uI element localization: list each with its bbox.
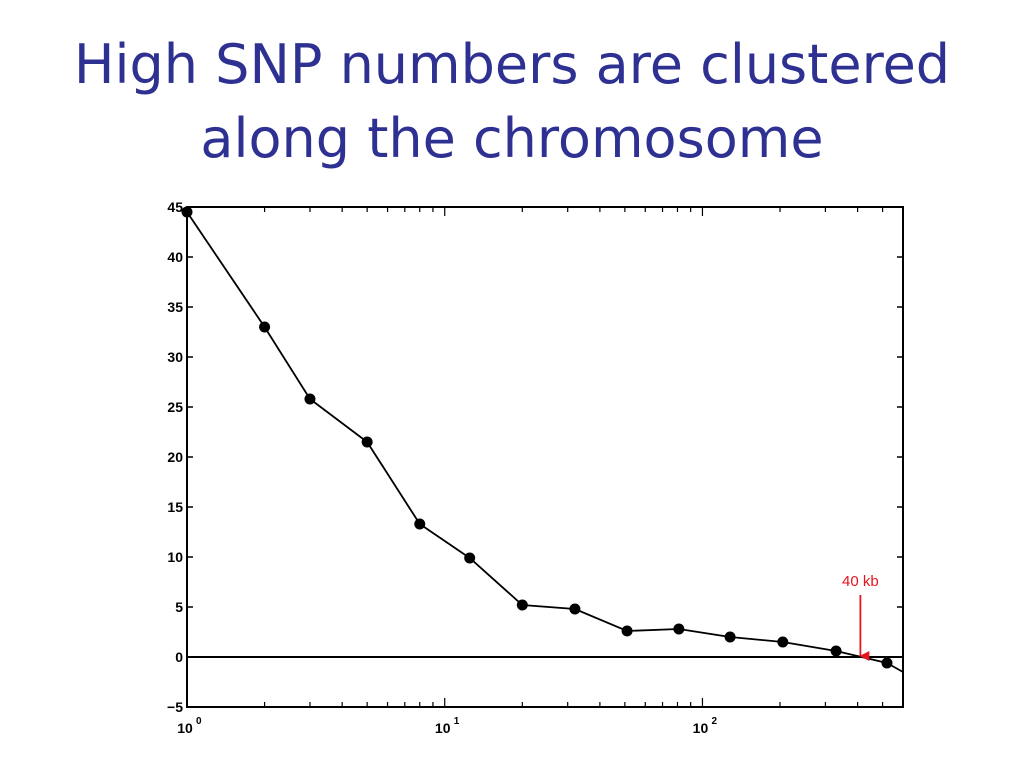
slide-title: High SNP numbers are clustered along the… xyxy=(0,28,1024,176)
y-tick-label: 10 xyxy=(167,549,183,565)
y-tick-label: 5 xyxy=(175,599,183,615)
data-point xyxy=(777,636,789,648)
annotation-label: 40 kb xyxy=(842,573,879,590)
data-point xyxy=(464,552,476,564)
y-tick-label: 25 xyxy=(167,399,183,415)
series-line xyxy=(186,211,904,673)
data-point xyxy=(724,631,736,643)
data-point xyxy=(414,518,426,530)
y-tick-label: 30 xyxy=(167,349,183,365)
y-tick-label: 35 xyxy=(167,299,183,315)
x-tick-exponent: 2 xyxy=(711,716,717,727)
y-tick-label: 0 xyxy=(175,649,183,665)
data-point xyxy=(181,206,193,218)
data-point xyxy=(569,603,581,615)
x-tick-label: 10 xyxy=(435,720,451,736)
axes-group xyxy=(186,206,904,708)
annotation-group: 40 kb xyxy=(842,573,879,661)
y-tick-label: −5 xyxy=(167,699,183,715)
y-tick-label: 15 xyxy=(167,499,183,515)
data-point xyxy=(259,321,271,333)
title-line-2: along the chromosome xyxy=(200,107,824,170)
data-point xyxy=(673,623,685,635)
y-tick-label: 45 xyxy=(167,199,183,215)
x-tick-exponent: 0 xyxy=(196,716,202,727)
plot-frame xyxy=(186,206,904,708)
data-point xyxy=(621,625,633,637)
x-tick-label: 10 xyxy=(693,720,709,736)
data-point xyxy=(304,393,316,405)
x-tick-exponent: 1 xyxy=(454,716,460,727)
series-group xyxy=(181,206,904,673)
x-tick-label: 10 xyxy=(177,720,193,736)
y-tick-label: 20 xyxy=(167,449,183,465)
data-point xyxy=(516,599,528,611)
data-point xyxy=(881,657,893,669)
tick-marks-group xyxy=(186,206,904,708)
data-point xyxy=(830,645,842,657)
title-line-1: High SNP numbers are clustered xyxy=(73,33,951,96)
data-point xyxy=(361,436,373,448)
y-tick-label: 40 xyxy=(167,249,183,265)
